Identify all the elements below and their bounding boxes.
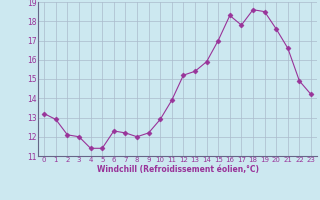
X-axis label: Windchill (Refroidissement éolien,°C): Windchill (Refroidissement éolien,°C) bbox=[97, 165, 259, 174]
